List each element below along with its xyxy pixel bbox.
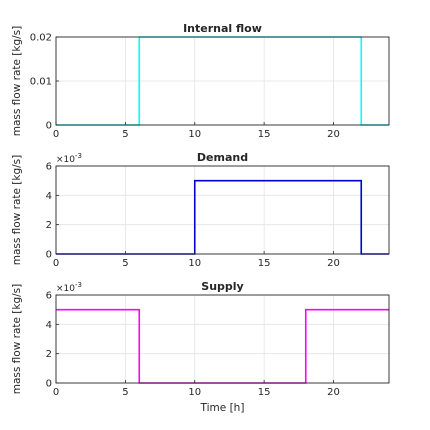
y-tick-label: 2: [46, 349, 52, 360]
x-tick-label: 20: [327, 129, 340, 140]
y-exponent-label: ×10-3: [56, 281, 82, 294]
y-tick-label: 4: [46, 191, 52, 202]
x-tick-label: 15: [258, 258, 271, 269]
axes-frame: [55, 165, 390, 255]
x-tick-label: 10: [188, 387, 201, 398]
x-tick-label: 0: [53, 129, 59, 140]
y-tick-label: 0: [46, 379, 52, 390]
y-exponent-power: -3: [75, 152, 82, 160]
subplot-2: 0 5 10 15 20 0 2 4 6 ×10-3 Demand mass flow rate [k…: [11, 151, 390, 269]
grid: [55, 36, 389, 126]
y-tick-label: 6: [46, 162, 52, 173]
y-axis-label: mass flow rate [kg/s]: [11, 26, 23, 137]
x-tick-label: 0: [53, 387, 59, 398]
axes-frame: [55, 294, 390, 384]
y-tick-label: 0.01: [30, 77, 52, 88]
y-axis-label: mass flow rate [kg/s]: [11, 155, 23, 266]
y-tick-label: 0: [46, 121, 52, 132]
x-tick-label: 5: [122, 258, 128, 269]
x-tick-label: 15: [258, 129, 271, 140]
x-tick-label: 0: [53, 258, 59, 269]
y-tick-label: 4: [46, 320, 52, 331]
subplot-title: Demand: [197, 151, 248, 164]
x-tick-label: 10: [188, 258, 201, 269]
y-axis-label: mass flow rate [kg/s]: [11, 284, 23, 395]
y-tick-label: 0.02: [30, 33, 52, 44]
grid: [55, 165, 389, 255]
x-tick-label: 20: [327, 387, 340, 398]
subplot-title: Supply: [201, 280, 243, 293]
series-line: [56, 179, 389, 255]
x-tick-label: 10: [188, 129, 201, 140]
x-tick-label: 5: [122, 129, 128, 140]
x-tick-label: 15: [258, 387, 271, 398]
y-tick-label: 2: [46, 220, 52, 231]
x-tick-label: 20: [327, 258, 340, 269]
x-axis-label: Time [h]: [200, 402, 245, 414]
subplot-1: 0 5 10 15 20 0 0.01 0.02 Internal flow mass flow …: [11, 22, 390, 140]
grid: [55, 294, 389, 384]
y-tick-label: 6: [46, 291, 52, 302]
y-exponent-power: -3: [75, 281, 82, 289]
subplot-title: Internal flow: [183, 22, 262, 35]
x-tick-label: 5: [122, 387, 128, 398]
series-line: [56, 308, 389, 384]
y-exponent-label: ×10-3: [56, 152, 82, 165]
subplot-3: 0 5 10 15 20 0 2 4 6 ×10-3 Supply mass flow rate [k…: [11, 280, 390, 414]
y-tick-label: 0: [46, 250, 52, 261]
